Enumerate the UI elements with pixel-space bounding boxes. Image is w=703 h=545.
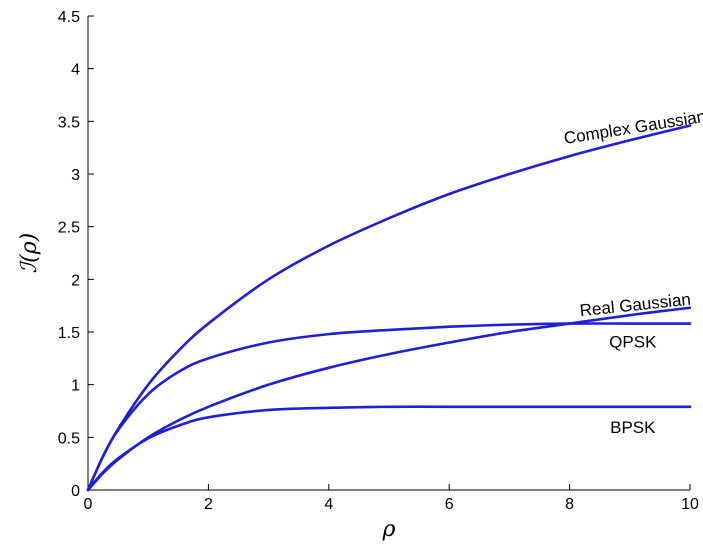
y-tick-label: 2.5 <box>58 220 80 237</box>
series-label-bpsk: BPSK <box>610 418 656 437</box>
y-axis-label: ℐ(ρ) <box>17 233 42 273</box>
y-tick-label: 4.5 <box>58 9 80 26</box>
x-tick-label: 8 <box>565 496 574 513</box>
y-tick-label: 2 <box>71 272 80 289</box>
series-lines <box>86 124 692 492</box>
ticks: 0 2 4 6 8 10 0 0.5 1 1.5 2 2.5 3 3.5 4 4.5 <box>58 9 699 513</box>
x-tick-label: 2 <box>204 496 213 513</box>
series-line-qpsk <box>86 322 692 492</box>
x-tick-label: 6 <box>445 496 454 513</box>
y-tick-label: 0 <box>71 483 80 500</box>
x-tick-label: 10 <box>681 496 699 513</box>
y-tick-label: 0.5 <box>58 430 80 447</box>
y-tick-label: 3.5 <box>58 114 80 131</box>
y-tick-label: 4 <box>71 62 80 79</box>
x-tick-label: 4 <box>324 496 333 513</box>
x-axis-label: ρ <box>382 517 396 542</box>
axes <box>87 16 690 491</box>
series-line-real-gaussian <box>86 306 692 492</box>
series-line-bpsk <box>86 405 692 492</box>
y-tick-label: 3 <box>71 167 80 184</box>
y-tick-label: 1.5 <box>58 325 80 342</box>
series-label-qpsk: QPSK <box>609 333 657 352</box>
series-label-complex-gaussian: Complex Gaussian <box>563 107 703 148</box>
x-tick-label: 0 <box>84 496 93 513</box>
y-tick-label: 1 <box>71 378 80 395</box>
